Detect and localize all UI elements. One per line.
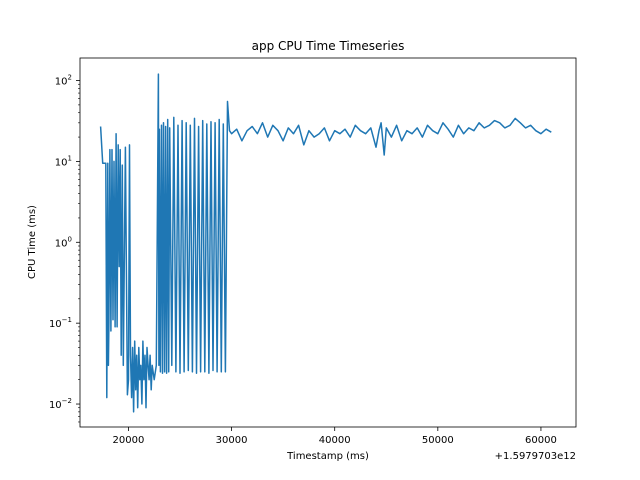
y-tick-label: 101 [55, 154, 72, 168]
x-tick-label: 50000 [422, 435, 454, 446]
x-tick-label: 30000 [216, 435, 248, 446]
x-tick-label: 20000 [113, 435, 145, 446]
y-axis-minor-ticks [78, 83, 80, 423]
y-axis-label: CPU Time (ms) [27, 205, 38, 279]
y-tick-base: 10 [55, 238, 68, 249]
x-axis-offset-label: +1.5979703e12 [495, 451, 576, 462]
y-tick-exponent: 1 [68, 154, 72, 162]
y-tick-label: 102 [55, 74, 72, 88]
y-tick-exponent: 2 [68, 74, 72, 82]
x-axis-ticks: 20000 30000 40000 50000 60000 [113, 427, 557, 446]
series-line-0 [99, 73, 552, 413]
y-tick-base: 10 [49, 400, 62, 411]
x-tick-label: 60000 [525, 435, 557, 446]
y-tick-label: 10−1 [49, 316, 72, 330]
plot-background [80, 58, 576, 427]
y-tick-exponent: −1 [62, 316, 72, 324]
x-axis-label: Timestamp (ms) [286, 451, 369, 462]
y-tick-base: 10 [55, 157, 68, 168]
plot-area [79, 57, 577, 428]
y-tick-exponent: 0 [68, 235, 72, 243]
y-tick-base: 10 [55, 77, 68, 88]
y-tick-base: 10 [49, 319, 62, 330]
chart-title: app CPU Time Timeseries [252, 39, 405, 53]
y-tick-label: 10−2 [49, 397, 72, 411]
x-tick-label: 40000 [319, 435, 351, 446]
series-layer [99, 73, 552, 413]
y-tick-label: 100 [55, 235, 72, 249]
y-tick-exponent: −2 [62, 397, 72, 405]
